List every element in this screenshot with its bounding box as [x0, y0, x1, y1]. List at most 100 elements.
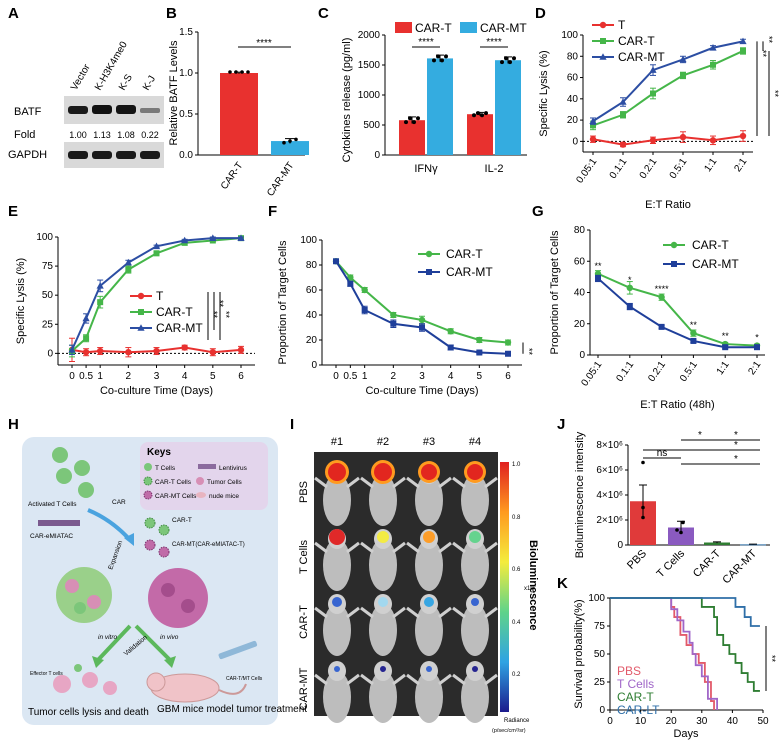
data-point-t — [739, 132, 747, 140]
significance-mark: * — [698, 430, 702, 441]
mouse-body — [461, 539, 489, 591]
panel-label-e: E — [8, 203, 18, 220]
effector-t-cells-label: Effector T cells — [30, 671, 63, 677]
data-point-t — [125, 349, 132, 356]
survival-curve-t-cells — [610, 597, 718, 710]
x-tick-label: 0 — [69, 371, 75, 382]
mouse-column-label-4: #4 — [469, 436, 481, 448]
data-point — [404, 120, 408, 125]
x-tick-label: 2 — [391, 371, 397, 382]
car-mt-cell-icon — [158, 546, 170, 558]
bar-2 — [704, 542, 730, 545]
x-tick-label: 2:1 — [732, 156, 749, 174]
legend-marker — [599, 53, 607, 60]
significance-mark: **** — [486, 37, 502, 48]
y-tick-label: 100 — [36, 232, 53, 243]
y-tick-label: 60 — [306, 285, 318, 296]
x-tick-label: CAR-T — [691, 547, 723, 579]
mouse-limb — [406, 541, 420, 554]
fold-value-2: 1.13 — [93, 130, 111, 140]
panel-label-g: G — [532, 203, 544, 220]
y-axis-label: Survival probability(%) — [573, 599, 585, 708]
significance-mark: ns — [657, 448, 668, 459]
significance-mark: ** — [215, 300, 225, 308]
legend-marker — [137, 292, 145, 300]
data-point-car-mt — [595, 275, 601, 282]
survival-curve-car-lt — [610, 597, 760, 627]
significance-mark: ** — [770, 90, 780, 98]
colorbar-tick-4: 0.4 — [512, 620, 521, 626]
y-tick-label: 0 — [374, 150, 380, 161]
x-tick-label: 3 — [154, 371, 160, 382]
mouse-limb — [438, 541, 452, 554]
y-tick-label: 20 — [574, 319, 586, 330]
radiance-units: (p/sec/cm²/sr) — [492, 728, 526, 734]
y-axis-label: Bioluminescence intensity — [574, 431, 586, 558]
legend-label-car-t: CAR-T — [692, 238, 729, 252]
bioluminescence-colorbar — [500, 462, 509, 712]
y-axis-label: Relative BATF Levels — [168, 40, 180, 145]
chart-cytokines: 0 500 1000 1500 2000 Cytokines release (pg/ml… — [341, 21, 527, 175]
lane-label-ks: K-S — [117, 72, 135, 92]
data-point-t — [96, 347, 104, 355]
y-tick-label: 1.5 — [179, 27, 193, 38]
fold-value-4: 0.22 — [141, 130, 159, 140]
y-tick-label: 0 — [599, 705, 605, 716]
significance-mark: ** — [594, 261, 602, 271]
bioluminescence-signal — [329, 529, 345, 545]
legend-label-car-t: CAR-T — [446, 247, 483, 261]
data-point-car-t — [620, 111, 626, 118]
x-tick-label: 1:1 — [715, 359, 732, 377]
data-point-car-mt — [82, 314, 90, 322]
tumor-cell-icon — [87, 595, 101, 609]
mouse-limb — [452, 606, 466, 619]
y-tick-label: 1000 — [358, 90, 381, 101]
data-point — [500, 60, 504, 65]
y-tick-label: 0 — [572, 136, 578, 147]
x-tick-label: 3 — [419, 371, 425, 382]
data-point — [480, 113, 484, 118]
gapdh-band-4 — [140, 151, 160, 159]
chart-lysis-et-ratio: 0 20 40 60 80 100 Specific Lysis (%) 0.05:1 0.1:… — [538, 18, 780, 211]
bioluminescence-signal — [380, 666, 386, 672]
bar-car-t — [220, 73, 258, 155]
mouse-body — [461, 671, 489, 723]
mouse-tail-icon — [218, 683, 247, 695]
series-line-t — [592, 135, 744, 146]
data-point-car-mt — [447, 344, 454, 351]
y-axis-label: Specific Lysis (%) — [15, 258, 27, 344]
data-point — [484, 111, 488, 116]
batf-band-4 — [140, 108, 160, 113]
colorbar-scale: x10⁷ — [524, 585, 536, 592]
data-point-car-mt — [589, 117, 597, 124]
y-tick-label: 0.5 — [179, 109, 193, 120]
mouse-limb — [314, 476, 328, 489]
x-tick-label: 4 — [182, 371, 188, 382]
panel-label-f: F — [268, 203, 277, 220]
legend-marker — [599, 21, 607, 29]
transduction-arrow-head — [124, 533, 134, 546]
data-point — [282, 140, 286, 145]
bioluminescence-signal — [328, 463, 346, 481]
data-point-car-mt — [722, 344, 729, 351]
key-tumor-cells: Tumor Cells — [207, 479, 243, 486]
legend-label-car-mt: CAR-MT — [480, 21, 527, 35]
legend-label-car-mt: CAR-MT — [446, 265, 493, 279]
data-point — [416, 116, 420, 121]
data-point-t — [709, 137, 717, 144]
data-point-car-mt — [505, 350, 511, 357]
y-tick-label: 40 — [567, 94, 579, 105]
y-tick-label: 80 — [567, 51, 579, 62]
mouse-body — [415, 474, 443, 526]
bioluminescence-signal — [471, 598, 479, 606]
mouse-body — [323, 474, 351, 526]
mouse-body — [323, 671, 351, 723]
car-t-cell-icon — [158, 524, 170, 536]
mouse-head-icon — [146, 672, 166, 692]
key-lentivirus: Lentivirus — [219, 465, 248, 472]
data-point — [675, 528, 679, 532]
data-point-car-mt — [347, 280, 354, 287]
data-point-car-t — [361, 286, 368, 294]
activated-t-cell-icon — [52, 447, 68, 463]
data-point-t — [679, 133, 687, 141]
